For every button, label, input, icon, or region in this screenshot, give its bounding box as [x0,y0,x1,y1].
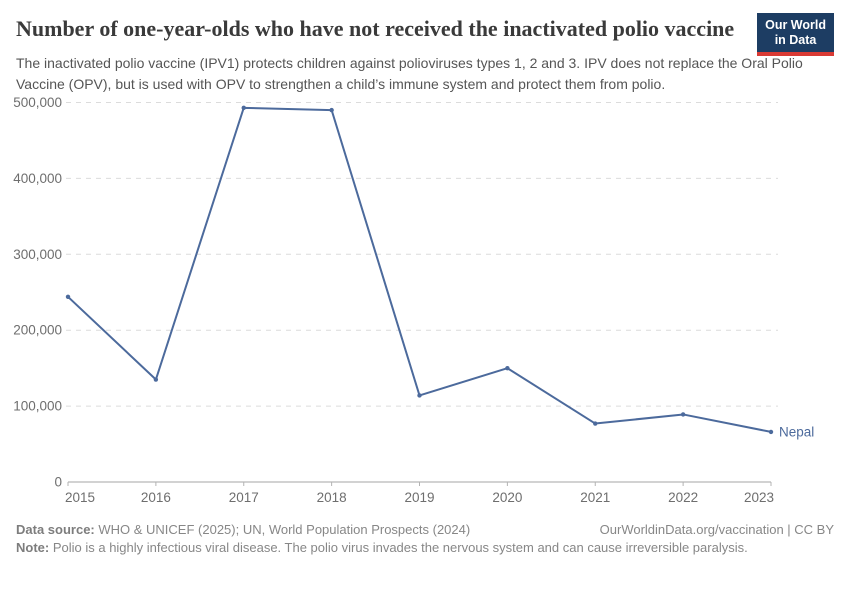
chart-subtitle: The inactivated polio vaccine (IPV1) pro… [16,54,803,92]
data-point [153,376,159,382]
datasource-label: Data source: [16,521,95,537]
note-label: Note: [16,540,50,556]
owid-logo[interactable]: Our World in Data [757,13,834,56]
credit-link[interactable]: OurWorldinData.org/vaccination | CC BY [599,521,834,537]
data-point [65,294,71,299]
data-line [67,106,772,433]
x-axis-label: 2023 [744,490,774,505]
x-axis-label: 2020 [492,490,522,505]
data-point [329,107,334,112]
y-axis-label: 100,000 [13,398,62,413]
y-axis-label: 300,000 [13,246,62,261]
x-axis-label: 2022 [668,490,698,505]
note-line: Note: Polio is a highly infectious viral… [16,539,834,558]
datasource-text: WHO & UNICEF (2025); UN, World Populatio… [94,521,471,537]
x-axis-label: 2016 [141,490,171,505]
line-chart: 0 100,000 200,000 300,000 400,000 500,000 2015… [13,95,814,505]
data-point [680,411,686,417]
y-axis-label: 200,000 [13,322,62,337]
data-point [768,429,774,434]
data-point [593,420,598,426]
page-title: Number of one-year-olds who have not rec… [16,16,735,41]
data-point [505,365,510,370]
x-axis-label: 2017 [229,490,259,505]
data-point [417,392,422,398]
owid-logo-line2: in Data [774,33,817,47]
x-axis-label: 2019 [404,490,434,505]
x-axis-label: 2015 [65,490,95,505]
x-axis-label: 2021 [580,490,610,505]
data-point [241,105,246,110]
note-text: Polio is a highly infectious viral disea… [49,540,748,556]
owid-logo-line1: Our World [765,18,826,32]
y-axis-label: 400,000 [13,170,62,185]
y-axis-label: 0 [54,474,62,489]
series-end-label[interactable]: Nepal [779,424,814,439]
chart-footer: Data source: WHO & UNICEF (2025); UN, Wo… [0,512,850,559]
y-axis-label: 500,000 [13,95,62,110]
datasource-line: Data source: WHO & UNICEF (2025); UN, Wo… [16,521,470,540]
x-axis-label: 2018 [317,490,347,505]
chart-header: Number of one-year-olds who have not rec… [0,0,850,95]
